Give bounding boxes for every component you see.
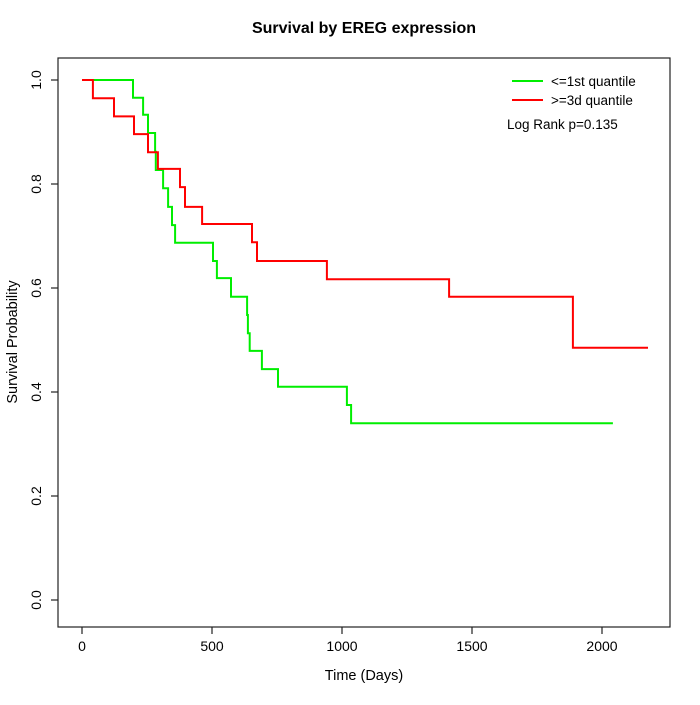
x-tick-label: 500 (200, 638, 224, 654)
survival-curve-first-quantile (82, 79, 613, 425)
y-tick-label: 0.8 (28, 174, 44, 194)
y-tick-label: 0.0 (28, 590, 44, 610)
chart-title: Survival by EREG expression (252, 20, 476, 37)
survival-curves (82, 79, 648, 425)
legend-label-third-quantile: >=3d quantile (551, 93, 633, 108)
y-tick-label: 1.0 (28, 70, 44, 90)
y-tick-label: 0.4 (28, 382, 44, 402)
legend-label-first-quantile: <=1st quantile (551, 74, 636, 89)
y-axis-label: Survival Probability (5, 280, 21, 404)
x-axis-ticks: 0 500 1000 1500 2000 (78, 627, 618, 654)
survival-curve-third-quantile (82, 79, 648, 349)
y-tick-label: 0.2 (28, 486, 44, 506)
y-axis-ticks: 0.0 0.2 0.4 0.6 0.8 1.0 (28, 70, 58, 610)
y-tick-label: 0.6 (28, 278, 44, 298)
legend: <=1st quantile >=3d quantile Log Rank p=… (507, 74, 636, 132)
x-tick-label: 1500 (456, 638, 487, 654)
x-tick-label: 2000 (586, 638, 617, 654)
x-axis-label: Time (Days) (325, 668, 403, 684)
x-tick-label: 0 (78, 638, 86, 654)
plot-box (57, 57, 671, 628)
x-tick-label: 1000 (326, 638, 357, 654)
log-rank-annotation: Log Rank p=0.135 (507, 117, 618, 132)
